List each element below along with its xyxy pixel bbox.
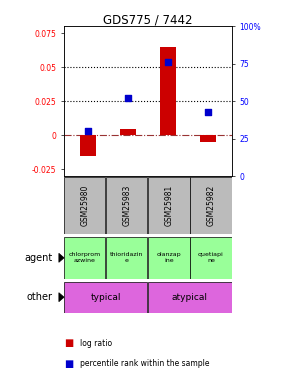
Bar bbox=[160, 47, 176, 135]
Bar bbox=[80, 135, 96, 156]
Text: olanzap
ine: olanzap ine bbox=[157, 252, 181, 263]
Text: atypical: atypical bbox=[172, 292, 208, 302]
Bar bbox=[64, 237, 106, 279]
Text: GSM25981: GSM25981 bbox=[164, 185, 173, 226]
Bar bbox=[148, 237, 190, 279]
Text: GSM25980: GSM25980 bbox=[80, 184, 89, 226]
Text: log ratio: log ratio bbox=[80, 339, 112, 348]
Text: GSM25982: GSM25982 bbox=[206, 185, 215, 226]
Text: agent: agent bbox=[24, 253, 52, 263]
Bar bbox=[190, 177, 232, 234]
Point bbox=[166, 59, 170, 65]
Bar bbox=[106, 177, 148, 234]
Polygon shape bbox=[59, 292, 64, 302]
Point bbox=[86, 128, 90, 134]
Bar bbox=[64, 177, 106, 234]
Text: typical: typical bbox=[90, 292, 121, 302]
Bar bbox=[148, 177, 190, 234]
Text: quetiapi
ne: quetiapi ne bbox=[198, 252, 224, 263]
Text: percentile rank within the sample: percentile rank within the sample bbox=[80, 359, 209, 368]
Text: ■: ■ bbox=[64, 359, 73, 369]
Text: chlorprom
azwine: chlorprom azwine bbox=[69, 252, 101, 263]
Bar bbox=[200, 135, 216, 142]
Text: thioridazin
e: thioridazin e bbox=[110, 252, 144, 263]
Bar bbox=[148, 282, 232, 313]
Bar bbox=[106, 237, 148, 279]
Bar bbox=[64, 282, 148, 313]
Text: GSM25983: GSM25983 bbox=[122, 184, 131, 226]
Title: GDS775 / 7442: GDS775 / 7442 bbox=[103, 13, 193, 26]
Bar bbox=[120, 129, 136, 135]
Text: other: other bbox=[26, 292, 52, 302]
Polygon shape bbox=[59, 254, 64, 262]
Point bbox=[126, 95, 130, 101]
Point bbox=[206, 109, 210, 115]
Text: ■: ■ bbox=[64, 338, 73, 348]
Bar bbox=[190, 237, 232, 279]
